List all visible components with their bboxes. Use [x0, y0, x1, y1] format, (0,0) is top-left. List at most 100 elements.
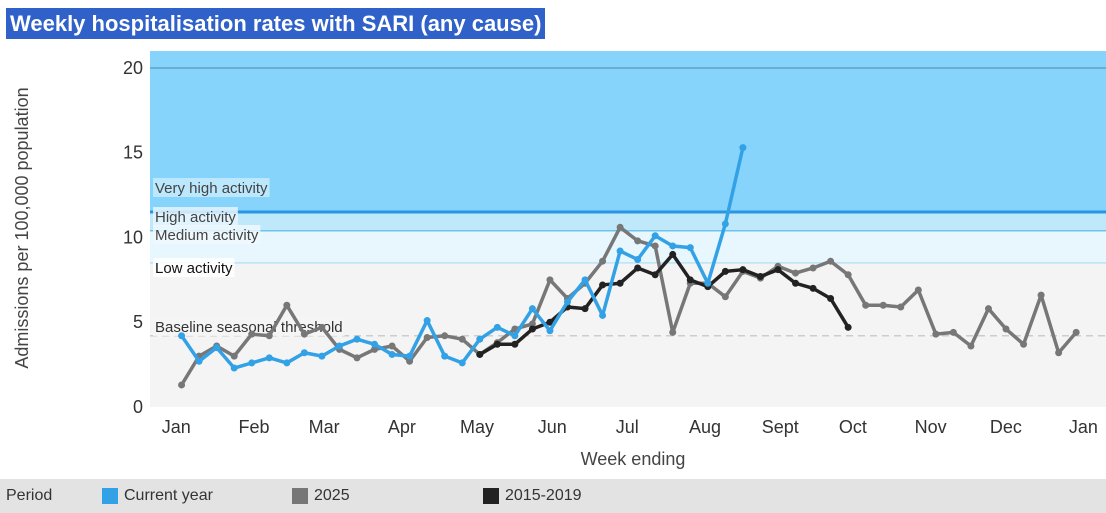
x-tick-label: Feb — [239, 417, 270, 437]
data-point — [634, 264, 642, 272]
band-label-background — [153, 178, 270, 197]
data-point — [669, 328, 677, 336]
data-point — [493, 340, 501, 348]
data-point — [809, 264, 817, 272]
band-label: Very high activity — [155, 180, 268, 197]
data-point — [792, 269, 800, 277]
chart-title: Weekly hospitalisation rates with SARI (… — [6, 8, 546, 39]
data-point — [300, 349, 308, 357]
data-point — [423, 333, 431, 341]
data-point — [599, 281, 607, 289]
data-point — [353, 335, 361, 343]
data-point — [686, 276, 694, 284]
series-line — [478, 252, 850, 356]
x-tick-label: Apr — [388, 417, 416, 437]
data-point — [283, 301, 291, 309]
x-tick-label: Oct — [839, 417, 867, 437]
data-point — [476, 350, 484, 358]
data-point — [1055, 349, 1063, 357]
data-point — [371, 345, 379, 353]
data-point — [809, 284, 817, 292]
data-point — [634, 237, 642, 245]
data-point — [774, 266, 782, 274]
data-point — [458, 335, 466, 343]
band-label: Medium activity — [155, 227, 259, 244]
data-point — [248, 359, 256, 367]
legend-item-2015-2019[interactable]: 2015-2019 — [483, 487, 582, 505]
data-point — [739, 144, 747, 152]
data-point — [581, 305, 589, 313]
legend-label: Current year — [124, 487, 213, 504]
x-axis: Jan Feb Mar Apr May Jun Jul Aug Sept Oct Nov Dec Jan — [162, 417, 1098, 437]
y-tick-label: 0 — [133, 397, 143, 417]
legend-label: 2015-2019 — [505, 487, 582, 504]
data-point — [318, 352, 326, 360]
data-point — [897, 303, 905, 311]
activity-bands — [150, 51, 1106, 407]
band-label-background — [153, 207, 238, 226]
data-point — [335, 342, 343, 350]
series-lines — [178, 144, 1080, 389]
band-label-background — [153, 225, 261, 244]
series-line — [180, 225, 1078, 386]
data-point — [879, 301, 887, 309]
x-tick-label: Nov — [915, 417, 947, 437]
data-point — [388, 350, 396, 358]
data-point — [721, 220, 729, 228]
data-point — [844, 271, 852, 279]
data-point — [406, 357, 414, 365]
data-point — [528, 305, 536, 313]
x-tick-label: Jul — [616, 417, 639, 437]
data-point — [265, 332, 273, 340]
x-tick-label: Aug — [689, 417, 721, 437]
data-point — [388, 342, 396, 350]
data-point — [458, 359, 466, 367]
legend-swatch-current-year — [102, 488, 118, 504]
data-point — [686, 244, 694, 252]
data-point — [300, 330, 308, 338]
data-point — [721, 293, 729, 301]
data-point — [528, 325, 536, 333]
data-point — [616, 223, 624, 231]
y-axis-label: Admissions per 100,000 population — [12, 87, 32, 368]
data-point — [406, 352, 414, 360]
legend-item-current-year[interactable]: Current year — [102, 487, 213, 505]
legend-swatch-2015-2019 — [483, 488, 499, 504]
data-point — [283, 359, 291, 367]
data-point — [563, 298, 571, 306]
x-tick-label: Jun — [538, 417, 567, 437]
data-point — [827, 257, 835, 265]
data-point — [967, 342, 975, 350]
legend-item-2025[interactable]: 2025 — [292, 487, 350, 505]
data-point — [178, 332, 186, 340]
series-current-year — [178, 144, 747, 372]
data-point — [651, 271, 659, 279]
data-point — [546, 318, 554, 326]
data-point — [704, 279, 712, 287]
data-point — [230, 352, 238, 360]
data-point — [792, 279, 800, 287]
band-label-background — [153, 258, 235, 277]
x-tick-label: May — [460, 417, 494, 437]
legend-title: Period — [6, 487, 53, 504]
data-point — [493, 323, 501, 331]
x-tick-label: Dec — [990, 417, 1022, 437]
data-point — [1072, 328, 1080, 336]
data-point — [844, 323, 852, 331]
data-point — [528, 320, 536, 328]
data-point — [949, 328, 957, 336]
y-tick-label: 15 — [123, 143, 143, 163]
data-point — [634, 256, 642, 264]
data-point — [756, 272, 764, 280]
activity-band — [150, 212, 1106, 231]
data-point — [423, 317, 431, 325]
data-point — [616, 279, 624, 287]
data-point — [721, 267, 729, 275]
data-point — [546, 327, 554, 335]
data-point — [651, 242, 659, 250]
data-point — [599, 311, 607, 319]
data-point — [599, 257, 607, 265]
data-point — [1020, 340, 1028, 348]
data-point — [511, 340, 519, 348]
